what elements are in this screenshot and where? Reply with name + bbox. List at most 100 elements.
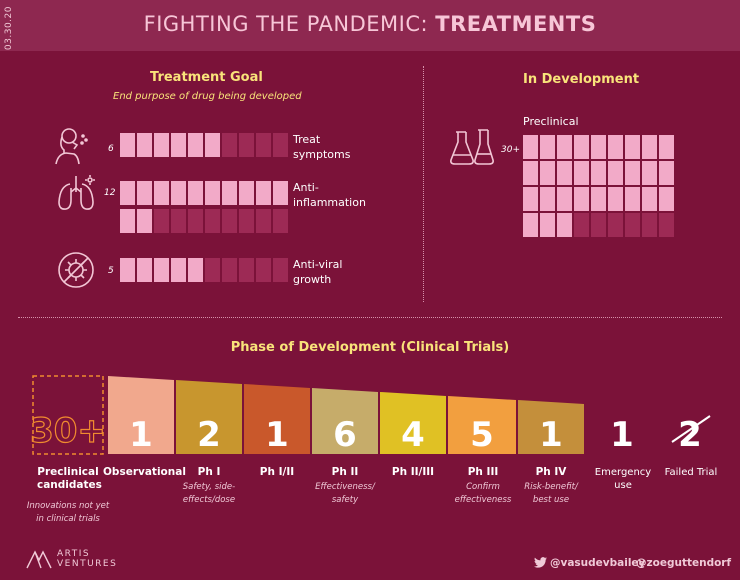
tally-square — [188, 209, 203, 233]
preclinical-square — [540, 161, 555, 185]
tally-square — [205, 209, 220, 233]
tally-square — [239, 209, 254, 233]
preclinical-box — [32, 375, 104, 455]
preclinical-square — [608, 161, 623, 185]
tally-square — [137, 181, 152, 205]
preclinical-square — [625, 187, 640, 211]
treatment-goal-subtitle: End purpose of drug being developed — [113, 91, 302, 102]
handle-zoeguttendorf[interactable]: @zoeguttendorf — [636, 557, 732, 569]
ph2-3-value: 4 — [401, 415, 425, 455]
preclinical-square — [591, 135, 606, 159]
preclinical-square — [557, 161, 572, 185]
preclinical-square — [523, 187, 538, 211]
horizontal-divider — [18, 317, 722, 318]
preclinical-square — [523, 213, 538, 237]
tally-square — [222, 181, 237, 205]
preclinical-square — [523, 161, 538, 185]
tally-square — [273, 258, 288, 282]
tally-square — [205, 258, 220, 282]
handle-vasudevbailey[interactable]: @vasudevbailey — [550, 557, 646, 569]
observational-value: 1 — [129, 415, 153, 455]
preclinical-label: Preclinical — [523, 115, 579, 128]
tally-square — [120, 209, 135, 233]
preclinical-square — [642, 161, 657, 185]
preclinical-square — [625, 161, 640, 185]
preclinical-square — [591, 161, 606, 185]
treat-symptoms-count: 6 — [108, 144, 114, 154]
preclinical-square — [659, 213, 674, 237]
ph3-band — [448, 396, 516, 454]
tally-square — [239, 181, 254, 205]
anti-viral-squares — [120, 258, 288, 282]
header-bar — [0, 0, 740, 51]
tally-square — [205, 181, 220, 205]
preclinical-square — [557, 213, 572, 237]
tally-square — [120, 133, 135, 157]
lab-flasks-icon — [450, 129, 494, 165]
artis-ventures-logo: ARTIS VENTURES — [26, 549, 117, 569]
ph1-2-band — [244, 384, 310, 454]
in-development-title: In Development — [523, 72, 640, 87]
page-title: FIGHTING THE PANDEMIC: TREATMENTS — [0, 12, 740, 36]
preclinical-square — [523, 135, 538, 159]
tally-square — [171, 181, 186, 205]
ph1-2-value: 1 — [265, 415, 289, 455]
observational-band — [108, 376, 174, 454]
phase-chart: 30+ 1 2 1 6 4 5 1 1 2 — [29, 375, 711, 455]
preclinical-square — [540, 213, 555, 237]
tally-square — [188, 258, 203, 282]
ph2-3-band — [380, 392, 446, 454]
preclinical-square — [608, 187, 623, 211]
phase-label-ph1: Ph I Safety, side-effects/dose — [182, 466, 236, 505]
phase-label-emergency: Emergency use — [594, 467, 652, 491]
ph2-value: 6 — [333, 415, 357, 455]
brand-line2: VENTURES — [57, 559, 118, 569]
ph1-value: 2 — [197, 415, 221, 455]
tally-square — [273, 209, 288, 233]
twitter-icon — [534, 557, 547, 568]
ph3-value: 5 — [470, 415, 494, 455]
treat-symptoms-squares — [120, 133, 288, 157]
ph2-band — [312, 388, 378, 454]
no-virus-icon — [58, 252, 94, 288]
tally-square — [171, 258, 186, 282]
tally-square — [171, 133, 186, 157]
preclinical-square — [557, 135, 572, 159]
anti-inflammation-squares-row2 — [120, 209, 288, 233]
preclinical-squares-grid — [523, 135, 674, 237]
tally-square — [222, 258, 237, 282]
ph1-band — [176, 380, 242, 454]
anti-inflammation-squares-row1 — [120, 181, 288, 205]
tally-square — [256, 209, 271, 233]
tally-square — [205, 133, 220, 157]
anti-inflammation-count: 12 — [104, 188, 116, 198]
treat-symptoms-label: Treat symptoms — [293, 133, 351, 161]
tally-square — [154, 209, 169, 233]
preclinical-square — [574, 135, 589, 159]
preclinical-square — [642, 187, 657, 211]
tally-square — [239, 133, 254, 157]
preclinical-square — [608, 135, 623, 159]
preclinical-square — [591, 213, 606, 237]
lungs-icon — [58, 175, 95, 210]
phase-label-ph4: Ph IV Risk-benefit/ best use — [524, 466, 578, 505]
tally-square — [171, 209, 186, 233]
title-light: FIGHTING THE PANDEMIC: — [143, 12, 436, 36]
tally-square — [137, 209, 152, 233]
preclinical-square — [574, 161, 589, 185]
tally-square — [120, 258, 135, 282]
cough-person-icon — [55, 128, 88, 165]
tally-square — [188, 181, 203, 205]
phase-label-ph2: Ph II Effectiveness/ safety — [315, 466, 375, 505]
failed-strike — [671, 415, 711, 443]
anti-inflammation-label: Anti-inflammation — [293, 181, 366, 209]
preclinical-square — [625, 135, 640, 159]
tally-square — [273, 133, 288, 157]
preclinical-square — [574, 187, 589, 211]
ph4-value: 1 — [539, 415, 563, 455]
tally-square — [256, 258, 271, 282]
tally-square — [188, 133, 203, 157]
phase-label-ph1-2: Ph I/II — [259, 466, 295, 478]
preclinical-square — [659, 187, 674, 211]
tally-square — [137, 133, 152, 157]
